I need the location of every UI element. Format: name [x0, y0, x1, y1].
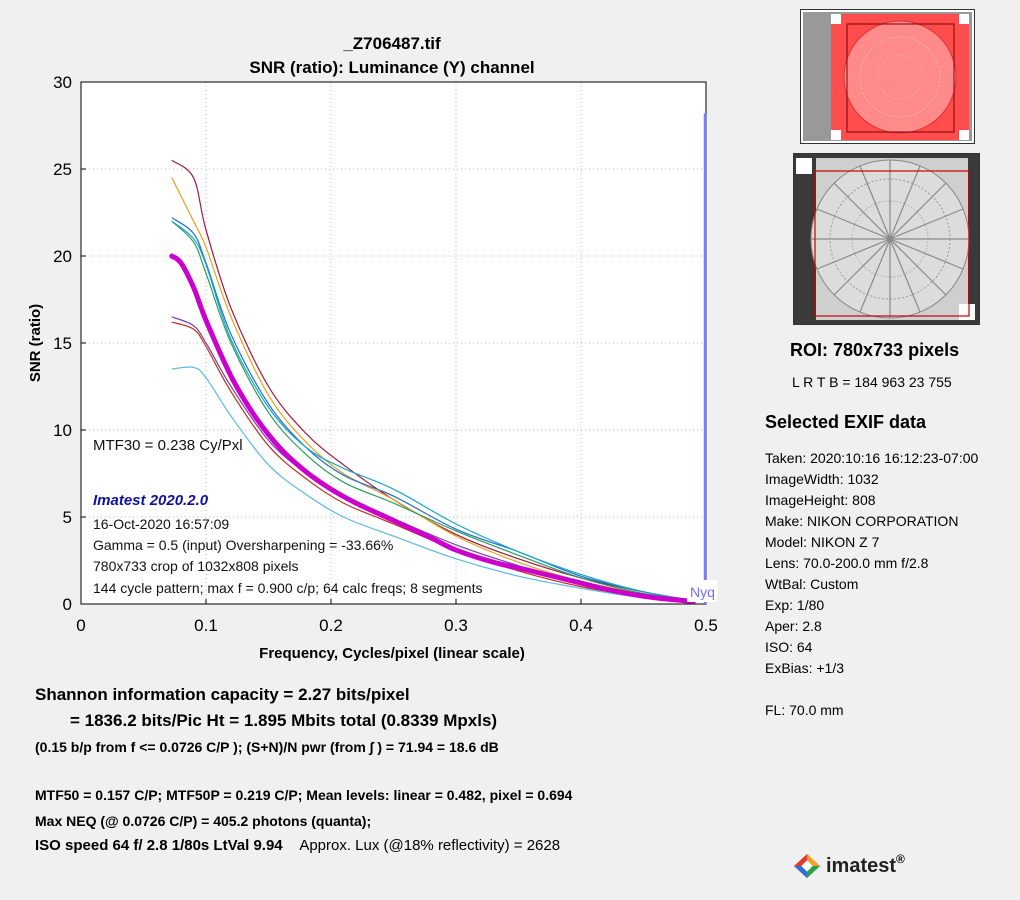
run-date: 16-Oct-2020 16:57:09: [93, 516, 229, 532]
imatest-logo: imatest ®: [792, 852, 905, 880]
approx-lux: Approx. Lux (@18% reflectivity) = 2628: [299, 837, 561, 854]
nyquist-label-box: [687, 580, 717, 602]
max-neq: Max NEQ (@ 0.0726 C/P) = 405.2 photons (…: [35, 813, 372, 829]
roi-thumbnail: [800, 9, 975, 144]
shannon-bits: = 1836.2 bits/Pic Ht = 1.895 Mbits total…: [70, 711, 498, 730]
mtf30-annotation: MTF30 = 0.238 Cy/Pxl: [93, 437, 243, 454]
y-tick-label: 5: [63, 508, 72, 527]
iso-summary: ISO speed 64 f/ 2.8 1/80s LtVal 9.94 App…: [35, 837, 560, 854]
grid: [80, 81, 707, 605]
exif-line: ExBias: +1/3: [765, 660, 844, 676]
imatest-logo-icon: [794, 854, 820, 878]
x-tick-labels: 0 0.1 0.2 0.3 0.4 0.5: [76, 616, 718, 635]
y-tick-label: 25: [53, 160, 72, 179]
segment-series-line-8: [171, 366, 694, 603]
x-tick-label: 0.4: [569, 616, 593, 635]
exif-line: ISO: 64: [765, 639, 813, 655]
y-tick-label: 15: [53, 334, 72, 353]
segment-series-line-5: [171, 220, 694, 602]
mtf50-summary: MTF50 = 0.157 C/P; MTF50P = 0.219 C/P; M…: [35, 787, 573, 803]
full-image-thumbnail: [793, 153, 980, 325]
x-tick-label: 0.2: [319, 616, 343, 635]
exif-line: ImageHeight: 808: [765, 492, 876, 508]
snr-from-f: (0.15 b/p from f <= 0.0726 C/P ); (S+N)/…: [35, 739, 499, 755]
exif-list: Taken: 2020:10:16 16:12:23-07:00 ImageWid…: [765, 448, 978, 679]
shannon-capacity: Shannon information capacity = 2.27 bits…: [35, 685, 410, 704]
y-tick-label: 20: [53, 247, 72, 266]
exif-line: Lens: 70.0-200.0 mm f/2.8: [765, 555, 929, 571]
exif-heading: Selected EXIF data: [765, 412, 927, 432]
exif-line: Model: NIKON Z 7: [765, 534, 880, 550]
full-image-thumbnail-image: [794, 154, 979, 324]
x-tick-label: 0.5: [694, 616, 718, 635]
imatest-logo-text: imatest: [826, 854, 897, 877]
imatest-version: Imatest 2020.2.0: [93, 492, 209, 509]
x-tick-label: 0.3: [444, 616, 468, 635]
exif-focal-length: FL: 70.0 mm: [765, 702, 844, 718]
roi-title: ROI: 780x733 pixels: [790, 340, 960, 360]
series-group: [169, 159, 696, 604]
mean-series-line: [169, 253, 696, 604]
exif-line: Exp: 1/80: [765, 597, 825, 613]
iso-speed: ISO speed 64 f/ 2.8 1/80s LtVal 9.94: [35, 837, 283, 854]
pattern-annotation: 144 cycle pattern; max f = 0.900 c/p; 64…: [93, 580, 482, 596]
exif-line: Aper: 2.8: [765, 618, 822, 634]
exif-line: WtBal: Custom: [765, 576, 859, 592]
y-tick-label: 30: [53, 73, 72, 92]
exif-line: Make: NIKON CORPORATION: [765, 513, 959, 529]
x-tick-label: 0.1: [194, 616, 218, 635]
y-tick-label: 10: [53, 421, 72, 440]
y-tick-label: 0: [63, 595, 72, 614]
exif-line: Taken: 2020:10:16 16:12:23-07:00: [765, 450, 979, 466]
x-tick-label: 0: [76, 616, 85, 635]
roi-thumbnail-image: [803, 12, 972, 141]
chart-subtitle: SNR (ratio): Luminance (Y) channel: [249, 58, 534, 77]
chart-title: _Z706487.tif: [342, 34, 441, 53]
imatest-logo-mark: ®: [896, 852, 905, 866]
y-axis-label: SNR (ratio): [27, 304, 44, 382]
x-axis-label: Frequency, Cycles/pixel (linear scale): [259, 645, 525, 662]
gamma-annotation: Gamma = 0.5 (input) Oversharpening = -33…: [93, 537, 393, 553]
exif-line: ImageWidth: 1032: [765, 471, 879, 487]
crop-annotation: 780x733 crop of 1032x808 pixels: [93, 558, 298, 574]
y-tick-labels: 0 5 10 15 20 25 30: [53, 73, 72, 614]
nyquist-label: Nyq: [690, 584, 715, 600]
roi-bounds: L R T B = 184 963 23 755: [792, 374, 952, 390]
segment-series-line-4: [171, 220, 694, 602]
segment-series-line-7: [171, 321, 694, 603]
